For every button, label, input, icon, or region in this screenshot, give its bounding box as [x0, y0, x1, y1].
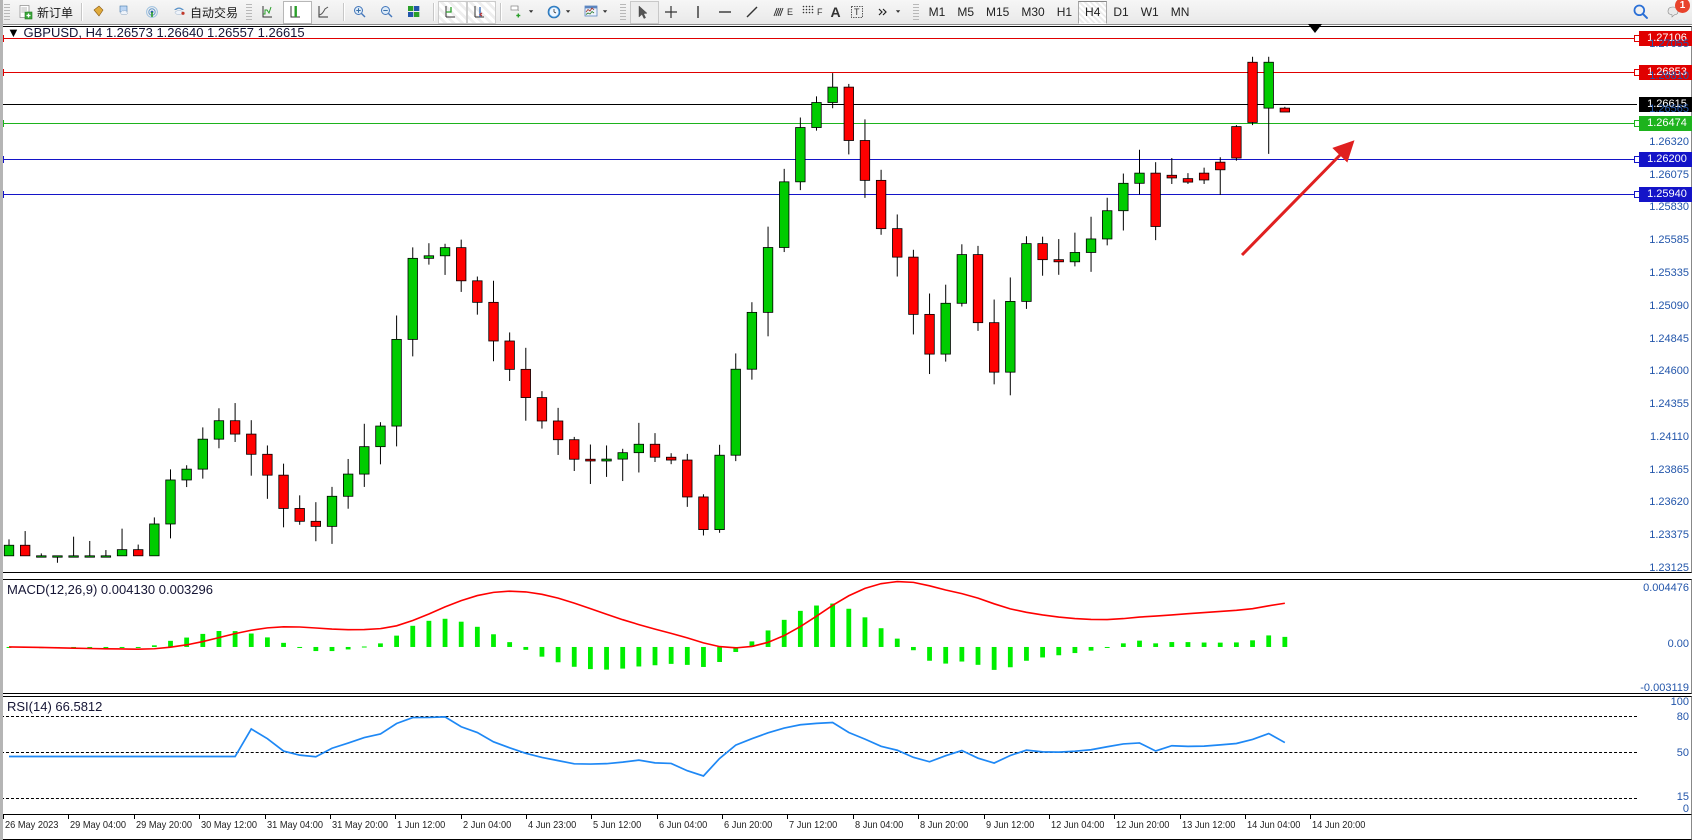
svg-text:T: T [854, 7, 860, 17]
